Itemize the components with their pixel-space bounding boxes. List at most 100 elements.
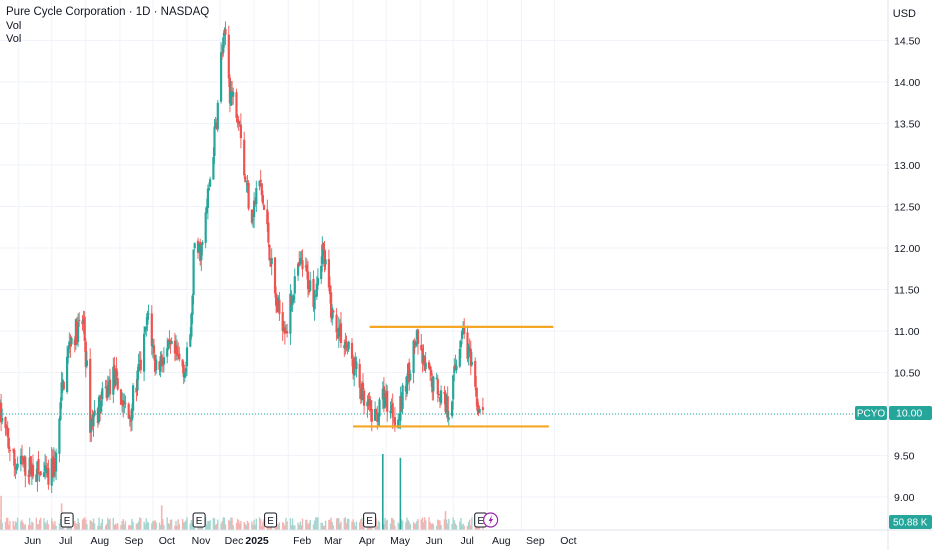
volume-bar xyxy=(144,524,146,530)
candle-body xyxy=(83,316,86,341)
candle-body xyxy=(322,242,325,250)
volume-bar xyxy=(425,520,427,530)
volume-bar xyxy=(186,517,188,530)
candle-body xyxy=(258,180,261,187)
candle-body xyxy=(166,348,169,357)
volume-bar xyxy=(362,522,364,530)
candle-body xyxy=(50,458,53,486)
candle-body xyxy=(152,345,156,354)
candle-body xyxy=(278,299,281,314)
volume-bar xyxy=(397,522,399,530)
candle-body xyxy=(429,365,432,370)
volume-bar xyxy=(346,518,349,530)
volume-bar xyxy=(176,525,178,530)
volume-bar xyxy=(178,523,180,530)
volume-bar xyxy=(14,521,17,530)
volume-bar xyxy=(252,524,254,530)
candle-body xyxy=(176,346,179,356)
volume-bar xyxy=(45,523,47,530)
volume-bar xyxy=(145,518,147,530)
volume-bar xyxy=(231,517,233,530)
candle-body xyxy=(191,295,194,316)
volume-bar xyxy=(21,519,23,530)
volume-bar xyxy=(121,521,123,530)
candle-body xyxy=(123,400,126,405)
time-tick-label: Nov xyxy=(192,535,211,547)
volume-bar xyxy=(40,517,42,530)
candle-body xyxy=(305,264,308,272)
volume-bar xyxy=(214,524,217,530)
candle-body xyxy=(39,471,42,476)
volume-tag-bg xyxy=(889,515,932,529)
candle-body xyxy=(331,308,334,320)
candle-body xyxy=(100,400,103,413)
candle-body xyxy=(85,360,88,366)
volume-bar xyxy=(184,522,186,530)
candle-body xyxy=(1,418,4,422)
horizontal-levels[interactable] xyxy=(0,325,888,428)
volume-bar xyxy=(98,517,100,530)
volume-bar xyxy=(297,522,299,530)
volume-bar xyxy=(224,524,227,530)
volume-bar xyxy=(167,523,169,530)
volume-bar xyxy=(124,521,127,530)
candle-body xyxy=(24,456,27,476)
time-axis[interactable]: Jun Jul Aug Sep Oct Nov Dec 2025 Feb Mar Apr May Jun… xyxy=(0,529,932,547)
candle-body xyxy=(13,449,16,466)
candle-body xyxy=(416,329,420,344)
candle-body xyxy=(6,427,9,437)
candle-body xyxy=(245,181,248,183)
volume-bar xyxy=(352,519,354,530)
candle-body xyxy=(0,402,3,423)
candle-body xyxy=(37,459,40,472)
price-tag-value-bg xyxy=(889,406,932,420)
volume-bar xyxy=(431,523,433,530)
volume-bar xyxy=(386,519,388,530)
candle-body xyxy=(101,388,104,400)
price-axis[interactable]: 9.00 9.50 10.00 10.50 11.00 11.50 12.00 12.50 13… xyxy=(887,0,920,550)
candle-body xyxy=(455,365,458,371)
candle-body xyxy=(73,339,76,345)
volume-bar xyxy=(154,520,156,530)
volume-bar xyxy=(37,523,40,530)
candle-body xyxy=(201,242,204,245)
volume-bar xyxy=(101,519,103,530)
price-tick-label: 12.50 xyxy=(894,202,920,214)
candle-body xyxy=(447,417,450,420)
candle-body xyxy=(301,260,304,270)
volume-bar xyxy=(22,522,24,530)
candle-body xyxy=(115,368,118,376)
volume-bar xyxy=(278,522,281,530)
volume-bar xyxy=(31,521,33,530)
price-tick-label: 11.00 xyxy=(894,326,920,338)
volume-bar xyxy=(375,518,377,530)
time-tick-label: Feb xyxy=(293,535,311,547)
candle-body xyxy=(261,195,264,204)
candle-body xyxy=(55,452,58,472)
volume-bar xyxy=(208,521,210,530)
volume-bar xyxy=(191,523,194,530)
volume-spike xyxy=(444,511,447,530)
volume-bar xyxy=(461,524,463,530)
candle-body xyxy=(204,212,207,243)
time-tick-label: Dec xyxy=(225,535,244,547)
volume-legend-label: Vol xyxy=(6,20,22,32)
candle-body xyxy=(300,258,303,260)
price-tick-label: 9.00 xyxy=(894,492,915,504)
volume-spike xyxy=(160,505,163,530)
volume-bar xyxy=(261,525,263,530)
price-tag-symbol-bg xyxy=(855,406,887,420)
volume-bar xyxy=(112,517,114,530)
volume-bar xyxy=(389,523,392,530)
candle-body xyxy=(212,157,215,180)
candle-body xyxy=(77,322,80,343)
volume-bar xyxy=(331,521,333,530)
volume-bar xyxy=(90,520,92,530)
volume-bar xyxy=(137,521,140,530)
volume-bar xyxy=(335,518,338,530)
candle-body xyxy=(292,295,295,300)
candle-body xyxy=(337,327,340,337)
candle-body xyxy=(84,341,87,368)
volume-bar xyxy=(205,517,207,530)
